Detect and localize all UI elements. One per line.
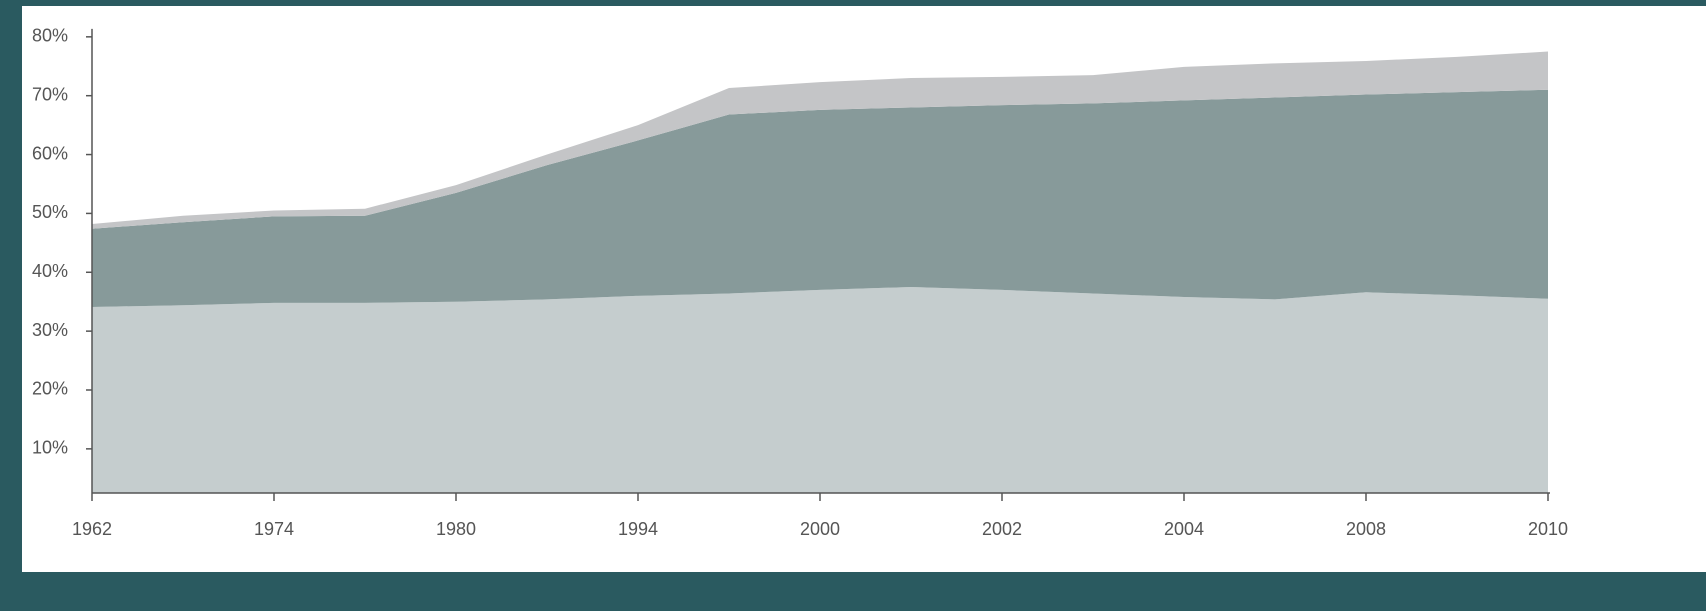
x-tick-label: 2010 — [1528, 519, 1568, 539]
x-tick-label: 1974 — [254, 519, 294, 539]
x-tick-label: 1994 — [618, 519, 658, 539]
y-tick-label: 70% — [32, 84, 68, 104]
x-tick-label: 1962 — [72, 519, 112, 539]
x-tick-label: 2000 — [800, 519, 840, 539]
area — [92, 286, 1548, 493]
y-tick-label: 10% — [32, 438, 68, 458]
x-tick-label: 2008 — [1346, 519, 1386, 539]
y-tick-label: 60% — [32, 143, 68, 163]
y-tick-label: 30% — [32, 320, 68, 340]
y-tick-label: 20% — [32, 379, 68, 399]
x-tick-label: 2004 — [1164, 519, 1204, 539]
y-tick-label: 50% — [32, 202, 68, 222]
area — [92, 51, 1548, 229]
area — [92, 89, 1548, 308]
x-tick-label: 2002 — [982, 519, 1022, 539]
y-tick-label: 40% — [32, 261, 68, 281]
x-tick-label: 1980 — [436, 519, 476, 539]
y-tick-label: 80% — [32, 26, 68, 46]
